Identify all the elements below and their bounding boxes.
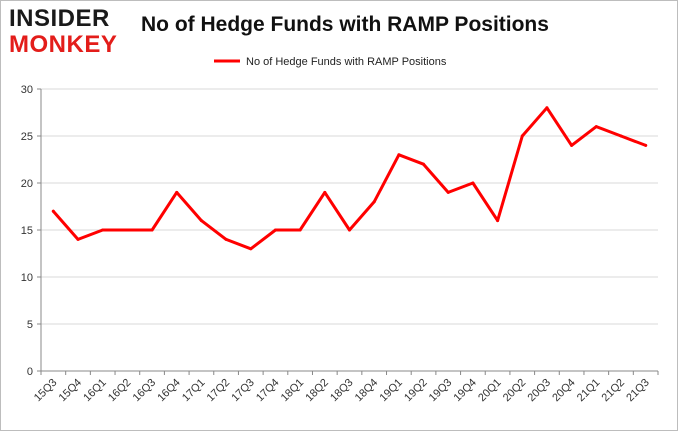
data-point [273,228,277,232]
y-tick-label: 15 [21,225,33,237]
y-tick-label: 10 [21,272,33,284]
x-tick-label: 21Q2 [600,377,628,405]
legend-label: No of Hedge Funds with RAMP Positions [246,56,447,68]
x-tick-label: 16Q1 [81,377,109,405]
data-point [348,228,351,232]
x-tick-label: 20Q4 [550,377,578,405]
x-tick-label: 17Q1 [180,377,208,405]
data-point [545,106,549,110]
y-tick-label: 25 [21,131,33,143]
x-tick-label: 19Q2 [402,377,430,405]
data-point [594,125,598,129]
chart-title: No of Hedge Funds with RAMP Positions [141,13,549,36]
logo-top-text: INSIDER [9,5,110,32]
grid-lines [41,88,658,325]
x-tick-label: 18Q4 [353,377,381,405]
data-point [570,143,574,147]
x-tick-label: 15Q4 [57,377,85,405]
data-point [51,209,55,213]
data-point [224,237,228,241]
x-tick-label: 16Q2 [106,377,134,405]
x-tick-label: 18Q3 [328,377,356,405]
y-tick-label: 5 [27,319,33,331]
x-axis-ticks: 15Q315Q416Q116Q216Q316Q417Q117Q217Q317Q4… [32,371,659,405]
y-tick-label: 30 [21,84,33,96]
x-tick-label: 16Q3 [131,377,159,405]
series-line-0 [51,106,648,251]
x-tick-label: 21Q3 [624,377,652,405]
x-tick-label: 20Q3 [526,377,554,405]
data-point [471,181,475,185]
x-tick-label: 21Q1 [575,377,603,405]
data-point [422,162,426,166]
x-tick-label: 19Q4 [451,377,479,405]
logo-bottom-text: MONKEY [9,31,118,58]
x-tick-label: 18Q2 [303,377,331,405]
x-tick-label: 19Q3 [427,377,455,405]
data-point [496,219,500,223]
data-point [446,190,450,194]
x-tick-label: 17Q2 [205,377,233,405]
x-tick-label: 19Q1 [377,377,405,405]
data-point [372,200,376,204]
series-group [51,106,648,251]
data-point [619,134,623,138]
x-tick-label: 20Q1 [476,377,504,405]
x-tick-label: 16Q4 [155,377,183,405]
data-point [644,143,648,147]
data-point [520,134,524,138]
x-tick-label: 17Q4 [254,377,282,405]
x-tick-label: 20Q2 [501,377,529,405]
y-tick-label: 20 [21,178,33,190]
y-tick-label: 0 [27,366,33,378]
data-point [101,228,105,232]
x-tick-label: 17Q3 [229,377,257,405]
data-point [249,247,253,251]
data-point [76,237,80,241]
data-point [150,228,154,232]
y-axis-ticks: 0 5 10 15 20 25 30 [21,84,41,378]
x-tick-label: 15Q3 [32,377,60,405]
data-point [199,219,203,223]
data-point [397,153,401,157]
data-point [125,228,129,232]
legend: No of Hedge Funds with RAMP Positions [214,56,447,68]
data-point [323,190,327,194]
insider-monkey-logo: INSIDER MONKEY [9,7,127,57]
x-tick-label: 18Q1 [279,377,307,405]
data-point [298,228,302,232]
data-point [175,190,179,194]
